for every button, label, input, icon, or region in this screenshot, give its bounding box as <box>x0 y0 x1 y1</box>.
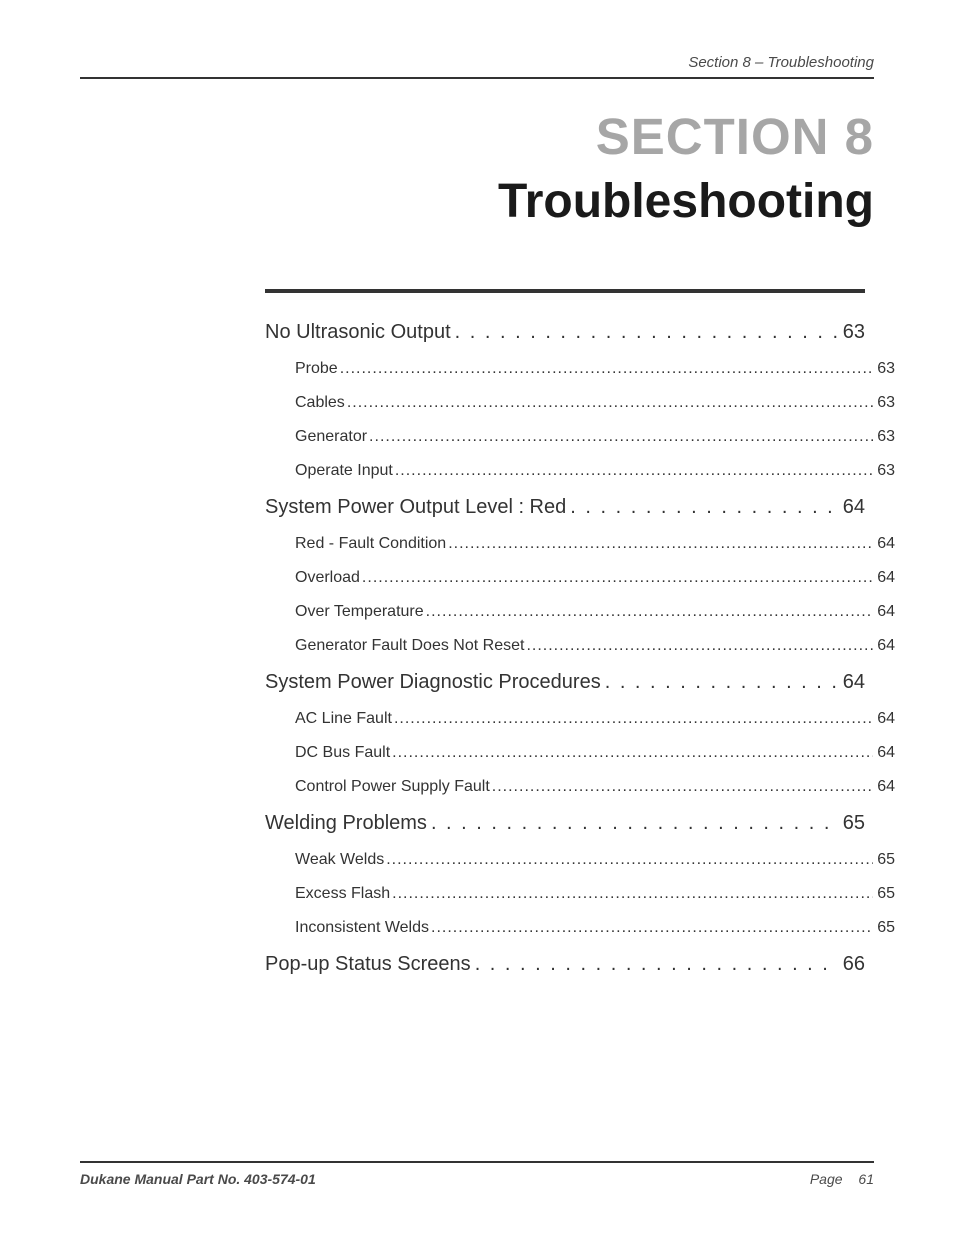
toc-page: 63 <box>873 462 895 480</box>
toc-leader <box>524 637 873 655</box>
toc-leader <box>390 744 873 762</box>
toc-entry-l2: DC Bus Fault 64 <box>265 744 895 762</box>
toc-label: Excess Flash <box>295 885 390 903</box>
toc-label: Generator Fault Does Not Reset <box>295 637 524 655</box>
toc-page: 65 <box>839 812 865 835</box>
toc-leader <box>384 851 873 869</box>
toc-entry-l2: Weak Welds 65 <box>265 851 895 869</box>
toc-label: Over Temperature <box>295 603 424 621</box>
toc-label: Cables <box>295 394 345 412</box>
toc-page: 64 <box>839 671 865 694</box>
toc-page: 64 <box>873 569 895 587</box>
toc-page: 64 <box>873 603 895 621</box>
toc-entry-l1: Pop-up Status Screens 66 <box>265 953 865 976</box>
toc-page: 64 <box>873 710 895 728</box>
toc-page: 64 <box>839 496 865 519</box>
footer-page: Page 61 <box>810 1171 874 1187</box>
footer-rule <box>80 1161 874 1163</box>
footer-page-number: 61 <box>858 1171 874 1187</box>
toc-page: 64 <box>873 778 895 796</box>
toc-label: System Power Diagnostic Procedures <box>265 671 601 694</box>
footer-page-label: Page <box>810 1171 843 1187</box>
page: Section 8 – Troubleshooting SECTION 8 Tr… <box>0 0 954 1235</box>
toc-leader <box>490 778 873 796</box>
toc-page: 65 <box>873 919 895 937</box>
section-title: Troubleshooting <box>80 174 874 229</box>
toc-entry-l1: Welding Problems 65 <box>265 812 865 835</box>
toc-label: Generator <box>295 428 367 446</box>
toc-entry-l1: System Power Diagnostic Procedures 64 <box>265 671 865 694</box>
toc-leader <box>390 885 873 903</box>
toc-entry-l1: No Ultrasonic Output 63 <box>265 321 865 344</box>
toc-label: Welding Problems <box>265 812 427 835</box>
toc-entry-l2: Generator 63 <box>265 428 895 446</box>
toc-entry-l2: Overload 64 <box>265 569 895 587</box>
toc-leader <box>424 603 874 621</box>
toc-label: DC Bus Fault <box>295 744 390 762</box>
toc-page: 63 <box>873 428 895 446</box>
toc-leader <box>566 496 839 519</box>
toc-label: AC Line Fault <box>295 710 392 728</box>
toc-entry-l2: Red - Fault Condition 64 <box>265 535 895 553</box>
toc-entry-l2: AC Line Fault 64 <box>265 710 895 728</box>
running-head: Section 8 – Troubleshooting <box>80 54 874 71</box>
toc-leader <box>345 394 873 412</box>
toc-entry-l1: System Power Output Level : Red 64 <box>265 496 865 519</box>
toc-leader <box>393 462 873 480</box>
toc-entry-l2: Inconsistent Welds 65 <box>265 919 895 937</box>
toc-leader <box>601 671 839 694</box>
header-rule <box>80 77 874 79</box>
toc-page: 65 <box>873 851 895 869</box>
toc-leader <box>451 321 839 344</box>
toc-entry-l2: Control Power Supply Fault 64 <box>265 778 895 796</box>
footer: Dukane Manual Part No. 403-574-01 Page 6… <box>80 1161 874 1187</box>
toc-top-rule <box>265 289 865 293</box>
toc-entry-l2: Over Temperature 64 <box>265 603 895 621</box>
toc-label: Red - Fault Condition <box>295 535 446 553</box>
toc-leader <box>429 919 873 937</box>
toc-label: Operate Input <box>295 462 393 480</box>
toc-entry-l2: Generator Fault Does Not Reset 64 <box>265 637 895 655</box>
toc: No Ultrasonic Output 63Probe63Cables63Ge… <box>265 289 865 976</box>
toc-label: No Ultrasonic Output <box>265 321 451 344</box>
toc-entry-l2: Operate Input 63 <box>265 462 895 480</box>
toc-label: System Power Output Level : Red <box>265 496 566 519</box>
toc-label: Pop-up Status Screens <box>265 953 471 976</box>
footer-part-no: Dukane Manual Part No. 403-574-01 <box>80 1171 316 1187</box>
toc-page: 64 <box>873 535 895 553</box>
toc-leader <box>392 710 873 728</box>
toc-page: 64 <box>873 744 895 762</box>
toc-page: 65 <box>873 885 895 903</box>
section-number: SECTION 8 <box>80 107 874 166</box>
toc-page: 63 <box>873 360 895 378</box>
toc-page: 63 <box>873 394 895 412</box>
toc-page: 66 <box>839 953 865 976</box>
toc-label: Inconsistent Welds <box>295 919 429 937</box>
toc-label: Overload <box>295 569 360 587</box>
toc-page: 63 <box>839 321 865 344</box>
toc-label: Weak Welds <box>295 851 384 869</box>
toc-leader <box>338 360 874 378</box>
toc-entry-l2: Cables 63 <box>265 394 895 412</box>
toc-leader <box>446 535 873 553</box>
toc-page: 64 <box>873 637 895 655</box>
toc-entry-l2: Probe 63 <box>265 360 895 378</box>
toc-label: Control Power Supply Fault <box>295 778 490 796</box>
toc-leader <box>360 569 873 587</box>
toc-leader <box>471 953 839 976</box>
toc-leader <box>427 812 839 835</box>
toc-leader <box>367 428 873 446</box>
toc-entry-l2: Excess Flash 65 <box>265 885 895 903</box>
toc-label: Probe <box>295 360 338 378</box>
